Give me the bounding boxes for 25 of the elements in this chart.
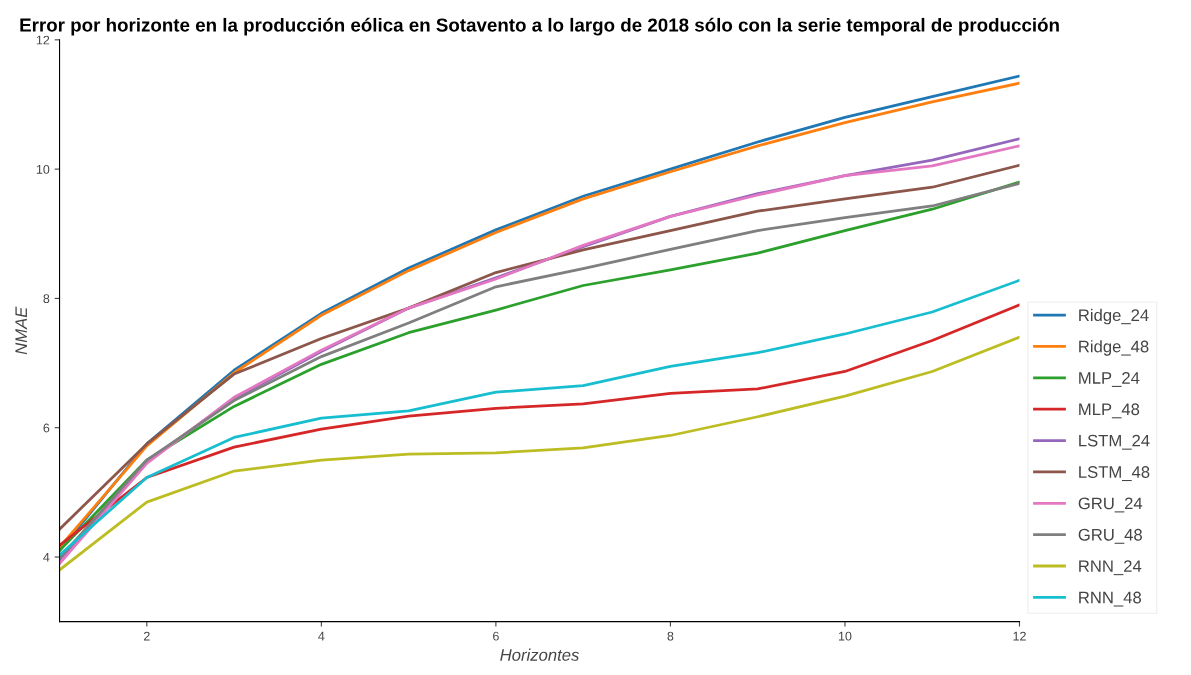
legend-label: GRU_48 — [1078, 528, 1142, 544]
legend-label: MLP_48 — [1079, 403, 1140, 419]
legend-label: RNN_48 — [1079, 591, 1142, 607]
legend-label: RNN_24 — [1079, 560, 1142, 576]
y-tick-label: 10 — [36, 164, 50, 174]
y-tick-label: 6 — [43, 423, 50, 433]
x-tick-label: 6 — [493, 631, 499, 641]
chart-title: Error por horizonte en la producción eólica en Sotavento a lo largo de 2018 sólo con la serie temporal de producción — [20, 17, 1059, 36]
line-series — [59, 335, 1020, 572]
x-tick-label: 10 — [838, 631, 852, 641]
legend-label: Ridge_48 — [1079, 340, 1149, 356]
legend-label: Ridge_24 — [1079, 308, 1149, 325]
y-tick-label: 4 — [43, 552, 50, 562]
legend-label: LSTM_48 — [1079, 466, 1150, 482]
x-tick-label: 2 — [143, 631, 150, 641]
y-axis-title: NMAE — [15, 306, 27, 355]
x-tick-label: 12 — [1013, 631, 1026, 641]
x-tick-label: 4 — [318, 631, 325, 641]
legend-label: LSTM_24 — [1079, 434, 1150, 450]
y-tick-label: 8 — [43, 294, 50, 304]
y-tick-label: 12 — [36, 35, 50, 45]
legend-label: MLP_24 — [1079, 371, 1140, 387]
x-tick-label: 8 — [667, 631, 674, 641]
x-axis-title: Horizontes — [500, 648, 580, 661]
legend-label: GRU_24 — [1078, 497, 1143, 513]
